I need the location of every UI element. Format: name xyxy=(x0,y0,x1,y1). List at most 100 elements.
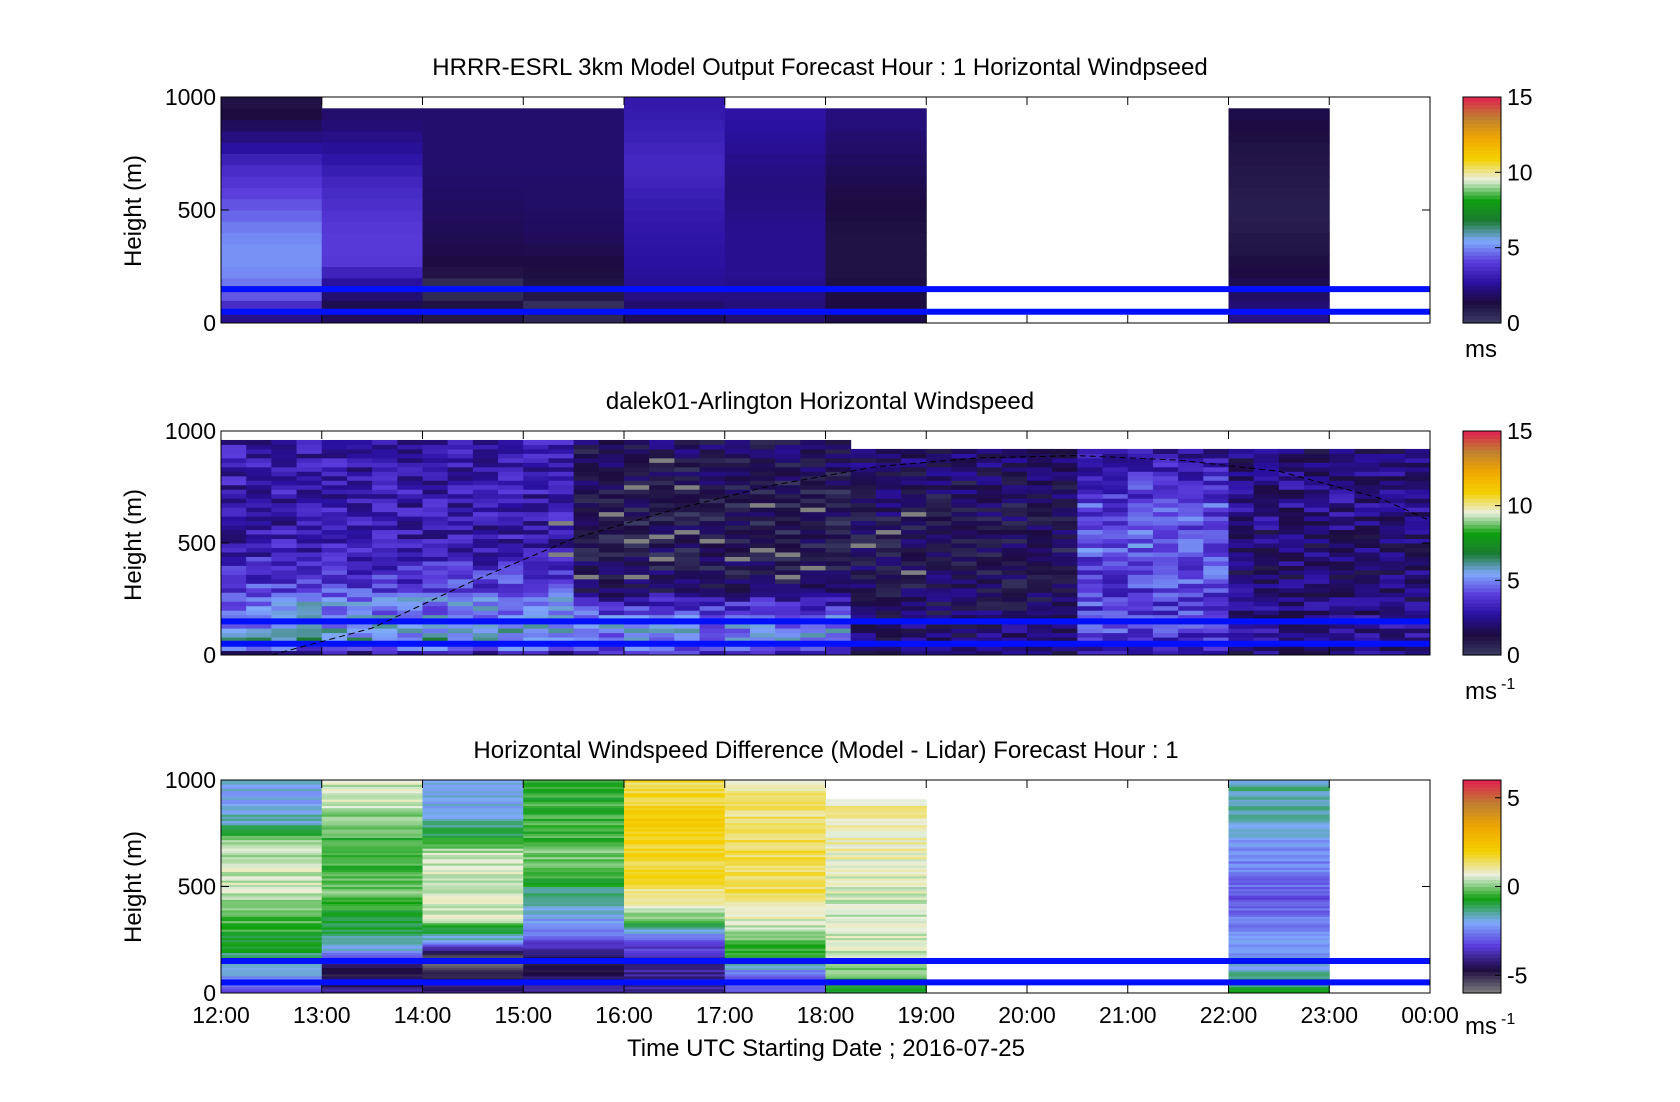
heatmap-cell xyxy=(422,846,524,849)
heatmap-cell xyxy=(221,462,247,468)
heatmap-cell xyxy=(321,892,423,896)
heatmap-cell xyxy=(825,453,852,459)
heatmap-cell xyxy=(472,596,499,602)
colorbar-cell xyxy=(1463,172,1501,177)
heatmap-cell xyxy=(724,142,826,154)
heatmap-cell xyxy=(321,788,423,792)
heatmap-cell xyxy=(598,583,625,589)
heatmap-cell xyxy=(724,839,826,843)
colorbar-cell xyxy=(1463,865,1501,870)
heatmap-cell xyxy=(246,525,272,531)
heatmap-cell xyxy=(875,511,902,517)
heatmap-cell xyxy=(447,502,474,508)
heatmap-cell xyxy=(1253,534,1280,540)
heatmap-cell xyxy=(397,516,423,522)
heatmap-cell xyxy=(825,850,927,853)
heatmap-cell xyxy=(523,920,625,924)
heatmap-cell xyxy=(1304,507,1330,513)
heatmap-cell xyxy=(598,596,625,602)
colorbar-cell xyxy=(1463,296,1501,301)
heatmap-cell xyxy=(523,837,625,841)
heatmap-cell xyxy=(901,480,927,486)
heatmap-cell xyxy=(221,448,247,454)
heatmap-cell xyxy=(1077,543,1104,548)
heatmap-cell xyxy=(724,529,751,535)
heatmap-cell xyxy=(724,971,826,975)
heatmap-cell xyxy=(548,543,575,548)
colorbar-cell xyxy=(1463,595,1501,600)
heatmap-cell xyxy=(422,935,524,939)
panel-model-heatmap xyxy=(221,97,1330,324)
heatmap-cell xyxy=(1278,565,1305,571)
heatmap-cell xyxy=(825,952,927,956)
heatmap-cell xyxy=(422,831,524,834)
heatmap-cell xyxy=(775,498,801,504)
heatmap-cell xyxy=(1178,614,1204,620)
heatmap-cell xyxy=(523,786,625,790)
heatmap-cell xyxy=(674,439,701,445)
colorbar-cell xyxy=(1463,281,1501,286)
heatmap-cell xyxy=(548,601,575,607)
heatmap-cell xyxy=(1304,623,1330,629)
heatmap-cell xyxy=(749,516,776,522)
heatmap-cell xyxy=(321,831,423,834)
heatmap-cell xyxy=(1404,623,1431,629)
heatmap-cell xyxy=(1052,605,1078,611)
heatmap-cell xyxy=(472,556,499,562)
heatmap-cell xyxy=(1329,462,1355,468)
heatmap-cell xyxy=(926,605,952,611)
heatmap-cell xyxy=(573,507,600,513)
heatmap-cell xyxy=(951,646,978,652)
heatmap-cell xyxy=(523,916,625,919)
heatmap-cell xyxy=(1228,926,1330,930)
heatmap-cell xyxy=(1228,119,1330,132)
heatmap-cell xyxy=(472,632,499,638)
heatmap-cell xyxy=(1379,493,1406,499)
heatmap-cell xyxy=(1228,890,1330,894)
heatmap-cell xyxy=(1228,108,1330,121)
heatmap-cell xyxy=(1052,560,1078,566)
heatmap-cell xyxy=(1253,462,1280,468)
heatmap-cell xyxy=(1127,632,1154,638)
heatmap-cell xyxy=(1228,790,1330,794)
heatmap-cell xyxy=(523,801,625,804)
heatmap-cell xyxy=(523,480,549,486)
heatmap-cell xyxy=(1203,556,1229,562)
heatmap-cell xyxy=(422,954,524,958)
heatmap-cell xyxy=(296,587,323,593)
heatmap-cell xyxy=(1052,516,1078,522)
heatmap-cell xyxy=(649,623,675,629)
heatmap-cell xyxy=(321,952,423,956)
heatmap-cell xyxy=(472,489,499,495)
heatmap-cell xyxy=(1228,905,1330,909)
heatmap-cell xyxy=(271,493,298,499)
heatmap-cell xyxy=(976,507,1003,513)
heatmap-cell xyxy=(1253,632,1280,638)
heatmap-cell xyxy=(221,790,323,794)
heatmap-cell xyxy=(749,596,776,602)
heatmap-cell xyxy=(321,807,423,811)
heatmap-cell xyxy=(699,489,726,495)
heatmap-cell xyxy=(926,551,952,557)
heatmap-cell xyxy=(724,950,826,954)
heatmap-cell xyxy=(825,153,927,166)
heatmap-cell xyxy=(397,439,423,445)
heatmap-cell xyxy=(1304,471,1330,477)
heatmap-cell xyxy=(825,632,852,638)
heatmap-cell xyxy=(397,587,423,593)
heatmap-cell xyxy=(422,922,524,926)
heatmap-cell xyxy=(1228,856,1330,860)
heatmap-cell xyxy=(523,790,625,794)
heatmap-cell xyxy=(624,984,726,988)
colorbar-cell xyxy=(1463,829,1501,834)
heatmap-cell xyxy=(1404,632,1431,638)
colorbar-cell xyxy=(1463,311,1501,317)
heatmap-cell xyxy=(548,462,575,468)
heatmap-cell xyxy=(951,614,978,620)
heatmap-cell xyxy=(321,534,348,540)
heatmap-cell xyxy=(825,903,927,907)
colorbar-cell xyxy=(1463,221,1501,226)
heatmap-cell xyxy=(1052,484,1078,490)
heatmap-cell xyxy=(498,439,524,445)
heatmap-cell xyxy=(1379,489,1406,495)
